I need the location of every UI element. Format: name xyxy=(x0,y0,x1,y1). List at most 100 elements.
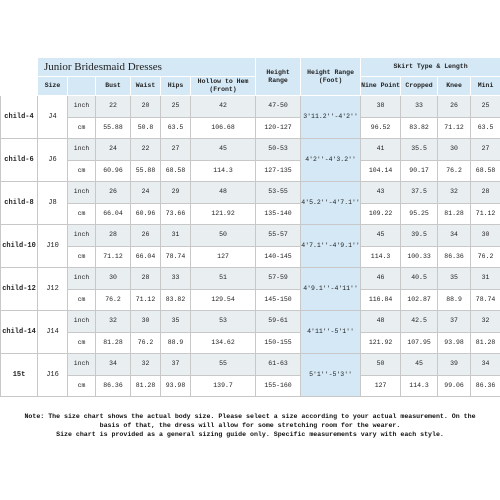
skirt-length: 116.84 xyxy=(360,288,402,311)
skirt-length: 76.2 xyxy=(437,159,472,182)
height-foot: 3'11.2''-4'2'' xyxy=(300,95,362,139)
measurement: 66.04 xyxy=(130,245,161,268)
measurement: 93.98 xyxy=(160,374,191,397)
skirt-length: 39.5 xyxy=(400,224,439,247)
measurement: 22 xyxy=(95,95,131,118)
table-row: child-12 J12 inch 30 28 33 51 57-59 4'9.1''-4'11… xyxy=(0,267,500,311)
skirt-length: 34 xyxy=(437,224,472,247)
measurement: 26 xyxy=(95,181,131,204)
size-code: J16 xyxy=(37,353,68,397)
size-table: Junior Bridesmaid Dresses Height Range Hei… xyxy=(0,57,500,397)
skirt-length: 46 xyxy=(360,267,402,290)
unit-label: cm xyxy=(67,202,96,225)
column-header: Skirt Type & Length xyxy=(360,57,500,77)
measurement: 48 xyxy=(189,181,257,204)
measurement: 73.66 xyxy=(160,202,191,225)
measurement: 76.2 xyxy=(95,288,131,311)
table-row: Size Bust Waist Hips Hollow to Hem (Front) Ni… xyxy=(1,76,500,96)
unit-label: inch xyxy=(67,353,96,376)
unit-label: inch xyxy=(67,138,96,161)
measurement: 145-150 xyxy=(255,288,302,311)
skirt-length: 93.98 xyxy=(437,331,472,354)
column-header: Height Range xyxy=(255,57,302,96)
skirt-length: 30 xyxy=(437,138,472,161)
measurement: 32 xyxy=(130,353,161,376)
measurement: 71.12 xyxy=(130,288,161,311)
measurement: 31 xyxy=(160,224,191,247)
height-foot: 4'11''-5'1'' xyxy=(300,310,362,354)
skirt-length: 127 xyxy=(360,374,402,397)
measurement: 150-155 xyxy=(255,331,302,354)
height-foot: 4'7.1''-4'9.1'' xyxy=(300,224,362,268)
column-header: Height Range (Foot) xyxy=(300,57,362,96)
measurement: 60.96 xyxy=(130,202,161,225)
table-row: cm 71.12 66.04 78.74 127 140-145 114.3 100.33 86… xyxy=(1,245,500,268)
skirt-length: 114.3 xyxy=(360,245,402,268)
measurement: 68.58 xyxy=(160,159,191,182)
size-code: J12 xyxy=(37,267,68,311)
skirt-length: 104.14 xyxy=(360,159,402,182)
measurement: 53-55 xyxy=(255,181,302,204)
skirt-length: 86.36 xyxy=(470,374,500,397)
skirt-length: 45 xyxy=(400,353,439,376)
height-foot: 5'1''-5'3'' xyxy=(300,353,362,397)
skirt-length: 86.36 xyxy=(437,245,472,268)
table-row: child-4 J4 inch 22 20 25 42 47-50 3'11.2''-4'2''… xyxy=(0,95,500,139)
measurement: 33 xyxy=(160,267,191,290)
size-code: J14 xyxy=(37,310,68,354)
measurement: 50-53 xyxy=(255,138,302,161)
skirt-length: 32 xyxy=(470,310,500,333)
skirt-length: 45 xyxy=(360,224,402,247)
measurement: 106.68 xyxy=(189,116,257,139)
table-title: Junior Bridesmaid Dresses xyxy=(36,57,257,77)
measurement: 29 xyxy=(160,181,191,204)
measurement: 83.82 xyxy=(160,288,191,311)
table-row: cm 76.2 71.12 83.82 129.54 145-150 116.84 102.8… xyxy=(1,288,500,311)
measurement: 55.88 xyxy=(95,116,131,139)
skirt-length: 99.06 xyxy=(437,374,472,397)
measurement: 32 xyxy=(95,310,131,333)
skirt-length: 121.92 xyxy=(360,331,402,354)
skirt-length: 83.82 xyxy=(400,116,439,139)
unit-label: cm xyxy=(67,288,96,311)
corner-cell xyxy=(0,57,38,96)
measurement: 50.8 xyxy=(130,116,161,139)
measurement: 20 xyxy=(130,95,161,118)
table-row: child-14 J14 inch 32 30 35 53 59-61 4'11''-5'1''… xyxy=(0,310,500,354)
skirt-length: 76.2 xyxy=(470,245,500,268)
skirt-length: 26 xyxy=(437,95,472,118)
height-foot: 4'5.2''-4'7.1'' xyxy=(300,181,362,225)
skirt-length: 81.28 xyxy=(470,331,500,354)
size-name: child-6 xyxy=(0,138,38,182)
measurement: 59-61 xyxy=(255,310,302,333)
skirt-length: 48 xyxy=(360,310,402,333)
measurement: 24 xyxy=(130,181,161,204)
measurement: 81.28 xyxy=(95,331,131,354)
table-row: Junior Bridesmaid Dresses Height Range Hei… xyxy=(0,57,500,96)
skirt-length: 102.87 xyxy=(400,288,439,311)
skirt-length: 40.5 xyxy=(400,267,439,290)
note-line: Size chart is provided as a general sizi… xyxy=(56,431,444,438)
measurement: 88.9 xyxy=(160,331,191,354)
skirt-length: 95.25 xyxy=(400,202,439,225)
column-header: Nine Point xyxy=(360,76,402,96)
measurement: 28 xyxy=(95,224,131,247)
column-header: Cropped xyxy=(400,76,439,96)
measurement: 78.74 xyxy=(160,245,191,268)
skirt-length: 38 xyxy=(360,95,402,118)
measurement: 22 xyxy=(130,138,161,161)
column-header: Hollow to Hem (Front) xyxy=(189,76,257,96)
size-code: J6 xyxy=(37,138,68,182)
measurement: 24 xyxy=(95,138,131,161)
table-row: cm 86.36 81.28 93.98 139.7 155-160 127 114.3 99.… xyxy=(1,374,500,397)
unit-label: cm xyxy=(67,159,96,182)
size-code: J4 xyxy=(37,95,68,139)
measurement: 155-160 xyxy=(255,374,302,397)
unit-label: cm xyxy=(67,374,96,397)
skirt-length: 107.95 xyxy=(400,331,439,354)
measurement: 81.28 xyxy=(130,374,161,397)
table-row: child-10 J10 inch 28 26 31 50 55-57 4'7.1''-4'9.… xyxy=(0,224,500,268)
column-header: Hips xyxy=(160,76,191,96)
measurement: 55 xyxy=(189,353,257,376)
